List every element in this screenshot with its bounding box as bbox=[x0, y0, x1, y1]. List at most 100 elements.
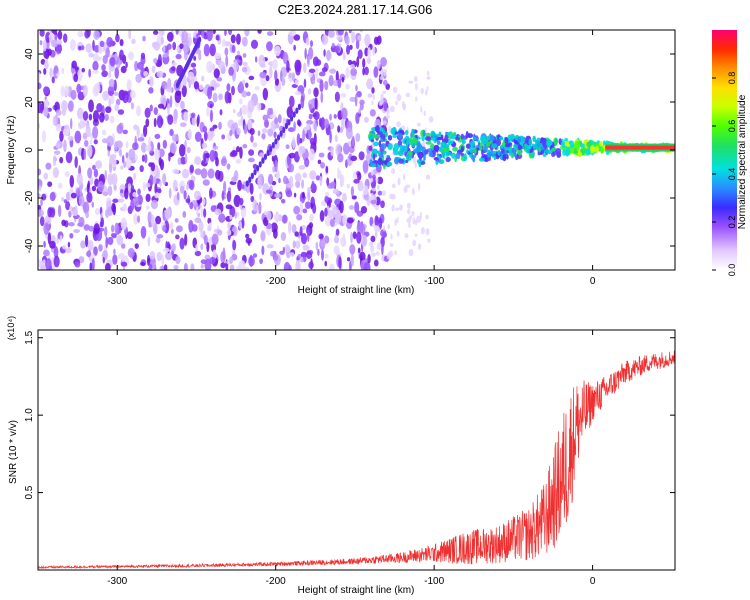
noise-blob bbox=[108, 70, 112, 79]
faint-blob bbox=[414, 219, 418, 226]
noise-blob bbox=[236, 211, 240, 218]
snr-ytick-label: 1.5 bbox=[24, 330, 35, 344]
spectrogram-xlabel: Height of straight line (km) bbox=[298, 285, 415, 296]
faint-blob bbox=[394, 219, 398, 226]
noise-blob bbox=[257, 30, 262, 34]
noise-blob bbox=[49, 67, 53, 78]
band-blob bbox=[412, 148, 419, 154]
noise-blob bbox=[356, 231, 362, 244]
noise-blob bbox=[145, 193, 151, 203]
noise-blob bbox=[49, 191, 56, 202]
noise-blob bbox=[224, 91, 230, 104]
noise-blob bbox=[200, 263, 204, 269]
band-blob bbox=[539, 143, 543, 148]
noise-blob bbox=[369, 216, 374, 227]
spectrogram-xtick-label: -300 bbox=[107, 276, 127, 287]
noise-blob bbox=[238, 98, 243, 105]
noise-blob bbox=[52, 167, 59, 179]
noise-blob bbox=[57, 204, 62, 218]
noise-blob bbox=[194, 250, 202, 257]
noise-blob bbox=[302, 244, 310, 251]
noise-blob bbox=[225, 204, 233, 210]
band-blob bbox=[535, 139, 539, 145]
noise-blob bbox=[350, 67, 358, 77]
band-blob bbox=[500, 144, 504, 149]
noise-blob bbox=[294, 240, 301, 249]
noise-blob bbox=[345, 127, 353, 140]
noise-blob bbox=[124, 187, 129, 200]
noise-blob bbox=[62, 128, 70, 137]
noise-blob bbox=[342, 213, 348, 226]
noise-blob bbox=[70, 192, 77, 199]
noise-blob bbox=[51, 76, 55, 84]
spectrogram-ytick-label: -20 bbox=[24, 190, 35, 205]
noise-blob bbox=[354, 201, 360, 214]
noise-blob bbox=[201, 30, 205, 39]
noise-blob bbox=[299, 145, 306, 154]
band-blob bbox=[380, 143, 387, 150]
faint-blob bbox=[412, 217, 416, 225]
noise-blob bbox=[159, 266, 163, 270]
noise-blob bbox=[345, 83, 350, 90]
noise-blob bbox=[121, 154, 125, 164]
noise-blob bbox=[137, 188, 141, 196]
faint-blob bbox=[371, 223, 376, 228]
faint-blob bbox=[382, 90, 387, 94]
noise-blob bbox=[350, 64, 355, 69]
noise-blob bbox=[291, 72, 295, 81]
noise-blob bbox=[363, 116, 369, 123]
noise-blob bbox=[246, 91, 251, 97]
noise-blob bbox=[170, 228, 174, 234]
band-blob bbox=[411, 137, 418, 144]
noise-blob bbox=[210, 130, 215, 138]
band-blob bbox=[397, 132, 403, 139]
noise-blob bbox=[125, 157, 132, 169]
band-blob bbox=[504, 149, 508, 156]
band-blob bbox=[568, 141, 572, 145]
noise-blob bbox=[376, 176, 384, 185]
noise-blob bbox=[109, 156, 115, 165]
faint-blob bbox=[374, 205, 379, 211]
noise-blob bbox=[366, 78, 374, 90]
noise-blob bbox=[101, 64, 106, 72]
noise-blob bbox=[257, 176, 263, 190]
noise-blob bbox=[374, 215, 379, 227]
noise-blob bbox=[252, 199, 258, 212]
noise-blob bbox=[309, 170, 317, 180]
noise-blob bbox=[252, 142, 258, 148]
noise-blob bbox=[260, 231, 266, 241]
noise-blob bbox=[162, 173, 167, 185]
noise-blob bbox=[378, 217, 383, 230]
band-blob bbox=[545, 148, 549, 154]
noise-blob bbox=[141, 154, 145, 162]
noise-blob bbox=[207, 168, 215, 179]
band-blob bbox=[493, 154, 497, 161]
noise-blob bbox=[248, 255, 255, 267]
noise-blob bbox=[220, 262, 226, 269]
noise-blob bbox=[80, 45, 85, 51]
noise-blob bbox=[306, 123, 311, 130]
noise-blob bbox=[108, 97, 111, 109]
noise-blob bbox=[286, 106, 294, 118]
noise-blob bbox=[38, 184, 42, 192]
faint-blob bbox=[401, 101, 405, 109]
noise-blob bbox=[65, 201, 71, 211]
noise-blob bbox=[156, 115, 163, 129]
spectrogram-xtick-label: -100 bbox=[424, 276, 444, 287]
noise-blob bbox=[85, 43, 92, 53]
faint-blob bbox=[381, 190, 386, 197]
noise-blob bbox=[53, 65, 59, 74]
band-blob bbox=[398, 158, 405, 164]
spectrogram-ytick-label: 0 bbox=[24, 147, 35, 153]
noise-blob bbox=[291, 136, 296, 149]
faint-blob bbox=[382, 120, 387, 125]
noise-blob bbox=[293, 121, 296, 132]
noise-blob bbox=[369, 109, 376, 117]
noise-blob bbox=[45, 162, 52, 170]
noise-blob bbox=[319, 79, 324, 93]
band-blob bbox=[424, 132, 431, 138]
band-blob bbox=[434, 135, 439, 142]
faint-blob bbox=[426, 70, 430, 76]
noise-blob bbox=[356, 221, 364, 235]
